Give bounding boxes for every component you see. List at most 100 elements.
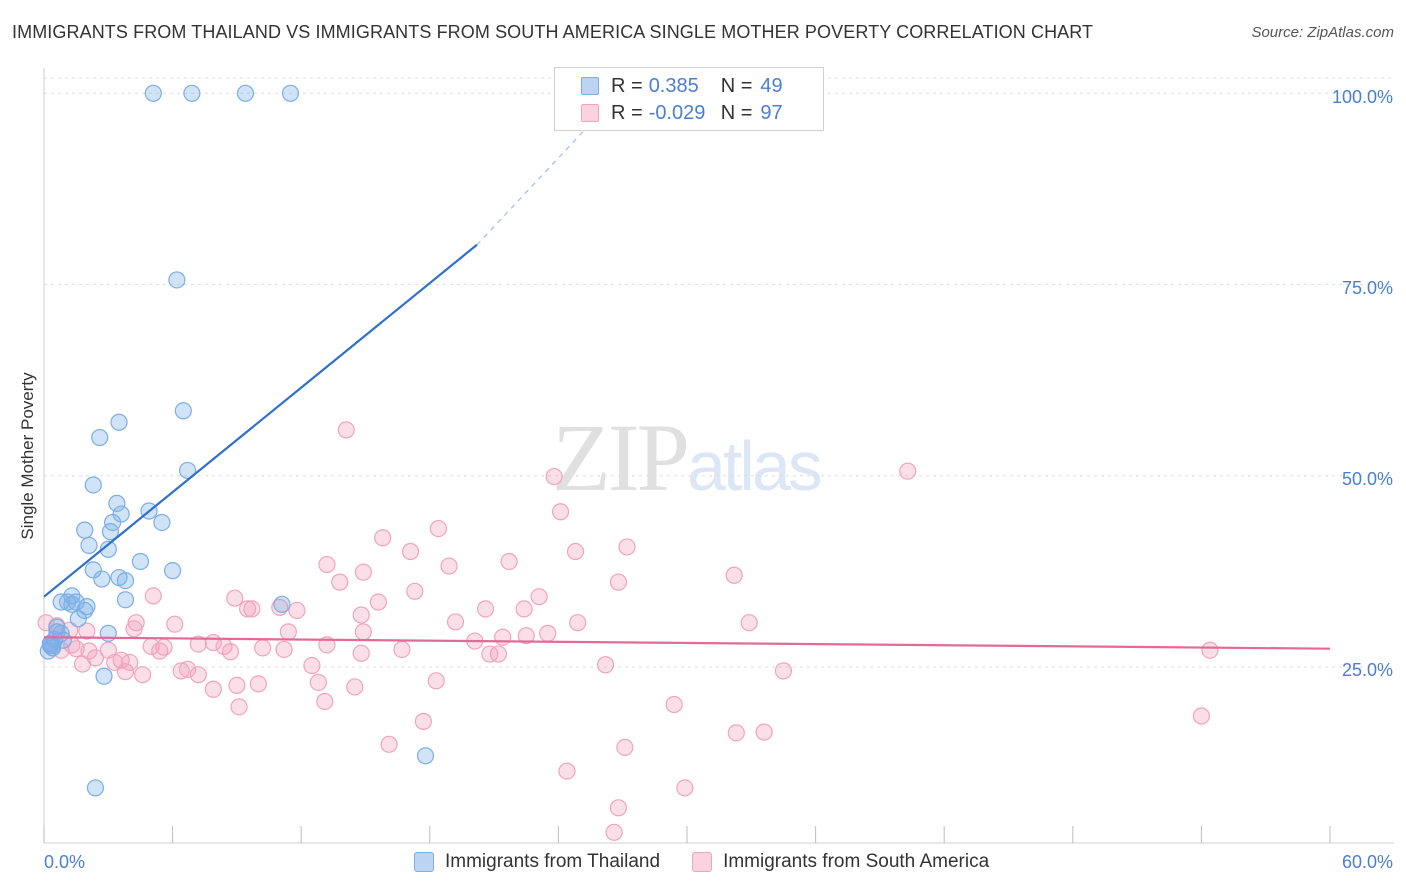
point-south-america-72 — [179, 660, 197, 678]
legend-r-value-south-america: -0.029 — [648, 101, 706, 124]
chart-title: IMMIGRANTS FROM THAILAND VS IMMIGRANTS F… — [12, 22, 1094, 42]
point-south-america-2 — [899, 462, 917, 480]
point-thailand-34 — [52, 593, 70, 611]
point-south-america-4 — [429, 519, 447, 538]
trendline-thailand — [43, 243, 478, 598]
point-thailand-13 — [76, 521, 94, 539]
y-tick-label-50: 50.0% — [1341, 469, 1393, 489]
point-south-america-96 — [1201, 641, 1219, 659]
point-south-america-24 — [369, 593, 387, 611]
legend-swatch-south-america — [692, 852, 713, 872]
point-thailand-47 — [86, 779, 105, 797]
point-thailand-44 — [99, 624, 117, 642]
stats-legend: R = 0.385 N = 49 R = -0.029 N = 97 — [554, 67, 824, 131]
point-south-america-67 — [121, 653, 139, 672]
legend-n-value-south-america: 97 — [760, 101, 783, 124]
point-south-america-19 — [530, 588, 548, 606]
legend-label-thailand: Immigrants from Thailand — [445, 851, 661, 872]
point-south-america-26 — [476, 600, 495, 618]
point-south-america-81 — [346, 678, 364, 696]
x-tick-label-min: 0.0% — [44, 852, 86, 872]
legend-label-south-america: Immigrants from South America — [723, 851, 990, 872]
point-south-america-47 — [189, 635, 207, 653]
point-south-america-79 — [249, 675, 267, 693]
point-south-america-78 — [228, 676, 246, 695]
point-thailand-1 — [183, 84, 201, 102]
point-south-america-38 — [354, 623, 372, 641]
point-south-america-75 — [596, 656, 615, 674]
point-south-america-27 — [352, 606, 370, 624]
point-thailand-24 — [93, 570, 111, 588]
point-south-america-14 — [609, 573, 628, 591]
legend-r-key: R = — [611, 74, 643, 97]
point-south-america-55 — [352, 644, 370, 662]
point-south-america-9 — [318, 555, 336, 574]
point-south-america-51 — [151, 642, 169, 660]
point-south-america-82 — [204, 680, 222, 698]
point-thailand-5 — [174, 402, 192, 420]
legend-n-key: N = — [720, 74, 753, 97]
point-thailand-15 — [153, 513, 171, 532]
point-thailand-21 — [164, 562, 182, 580]
source-label: Source: ZipAtlas.com — [1251, 24, 1394, 41]
point-thailand-6 — [110, 413, 128, 431]
point-south-america-58 — [489, 645, 507, 663]
point-thailand-25 — [116, 591, 135, 609]
point-thailand-4 — [168, 271, 186, 289]
point-south-america-73 — [189, 666, 207, 684]
point-south-america-17 — [144, 587, 162, 605]
point-thailand-33 — [69, 610, 87, 628]
point-thailand-32 — [273, 595, 291, 613]
point-south-america-74 — [303, 656, 321, 675]
point-south-america-25 — [515, 600, 533, 618]
point-south-america-88 — [727, 724, 745, 742]
point-thailand-16 — [101, 523, 120, 541]
point-south-america-15 — [725, 566, 743, 584]
point-south-america-42 — [494, 628, 512, 646]
legend-swatch-thailand — [414, 852, 434, 872]
point-south-america-28 — [166, 615, 184, 633]
point-south-america-86 — [414, 712, 432, 730]
point-south-america-22 — [271, 598, 289, 616]
point-thailand-19 — [131, 552, 150, 571]
point-south-america-16 — [406, 582, 424, 600]
point-south-america-91 — [616, 738, 634, 756]
legend-swatch-south-america — [581, 104, 599, 122]
point-south-america-32 — [740, 614, 758, 632]
point-thailand-7 — [91, 428, 109, 447]
trendline-south-america — [43, 636, 1331, 650]
point-thailand-9 — [84, 476, 102, 494]
point-thailand-45 — [95, 667, 113, 685]
point-south-america-70 — [133, 666, 152, 684]
point-south-america-43 — [517, 627, 535, 645]
watermark-zip: ZIP — [552, 404, 690, 511]
y-tick-label-100: 100.0% — [1331, 87, 1393, 107]
watermark-atlas: atlas — [687, 427, 823, 505]
point-thailand-8 — [179, 461, 197, 480]
point-south-america-23 — [288, 601, 306, 620]
point-south-america-3 — [551, 503, 570, 521]
point-south-america-83 — [316, 692, 334, 711]
point-south-america-7 — [566, 542, 585, 561]
point-south-america-56 — [393, 640, 411, 659]
point-south-america-92 — [558, 762, 576, 780]
point-thailand-17 — [80, 536, 98, 555]
point-south-america-77 — [427, 672, 445, 690]
point-south-america-54 — [275, 640, 293, 659]
watermark: ZIPatlas — [552, 402, 823, 513]
point-south-america-37 — [125, 620, 143, 638]
point-south-america-13 — [331, 573, 349, 591]
point-south-america-0 — [337, 421, 355, 439]
point-south-america-30 — [446, 613, 465, 631]
point-thailand-10 — [108, 494, 126, 512]
point-south-america-90 — [380, 735, 398, 753]
point-south-america-53 — [254, 639, 272, 657]
point-south-america-44 — [539, 624, 557, 642]
legend-swatch-thailand — [581, 77, 599, 95]
legend-r-key: R = — [611, 101, 643, 124]
point-south-america-31 — [569, 614, 587, 632]
point-thailand-23 — [116, 572, 135, 590]
point-south-america-85 — [665, 695, 683, 714]
point-south-america-80 — [309, 673, 327, 691]
